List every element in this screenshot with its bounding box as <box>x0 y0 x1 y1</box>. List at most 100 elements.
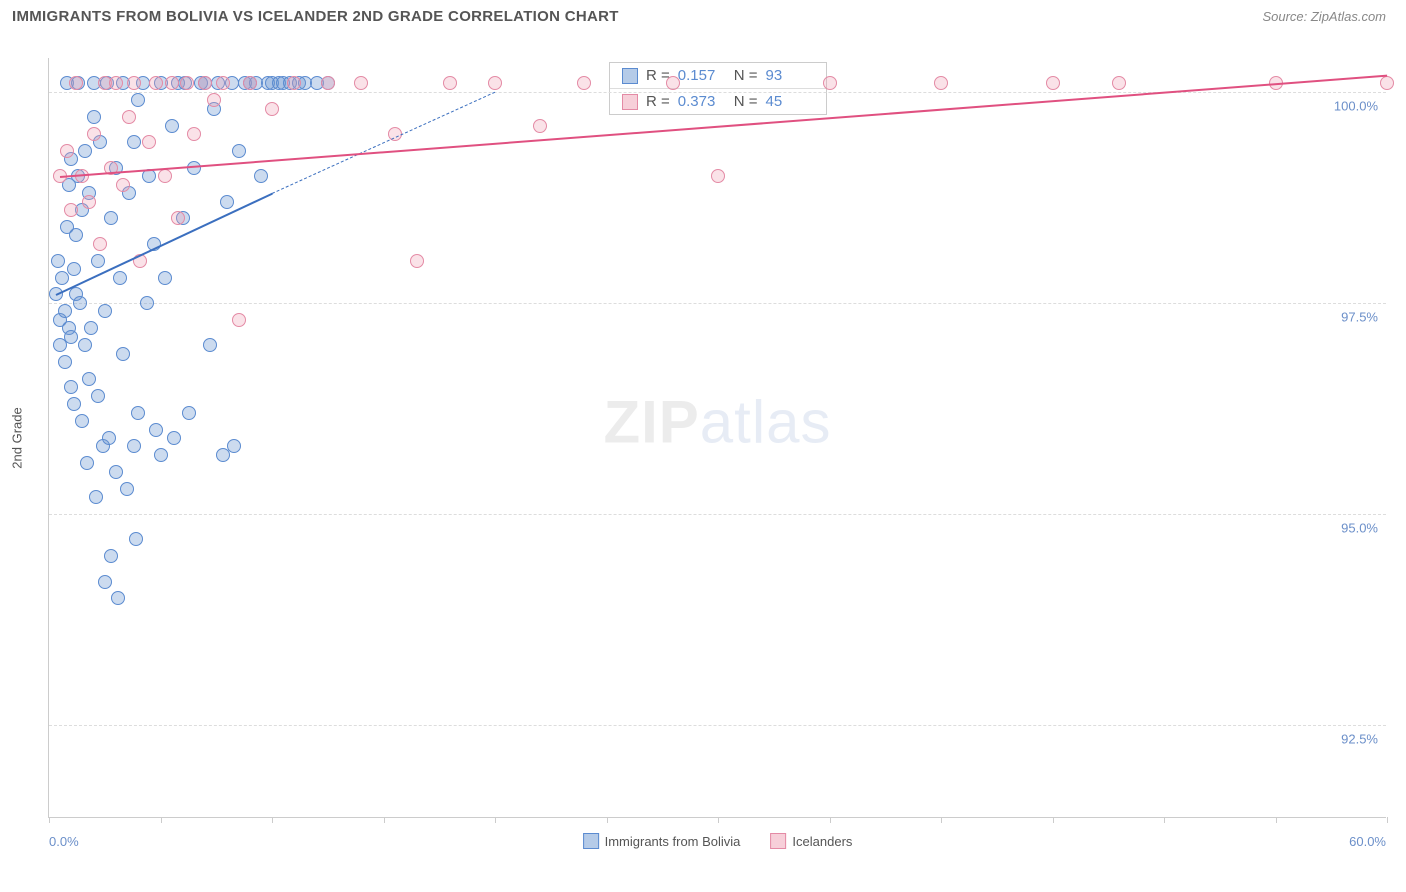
x-tick <box>161 817 162 823</box>
trend-line-extrapolated <box>272 92 495 194</box>
legend-swatch <box>622 94 638 110</box>
x-tick <box>272 817 273 823</box>
n-label: N = <box>734 93 758 110</box>
r-value: 0.373 <box>678 93 726 110</box>
data-point <box>109 465 123 479</box>
data-point <box>131 93 145 107</box>
data-point <box>154 448 168 462</box>
correlation-legend: R =0.157N =93R =0.373N =45 <box>609 62 827 115</box>
data-point <box>116 178 130 192</box>
chart-plot-area: 2nd Grade ZIPatlas 0.0% 60.0% R =0.157N … <box>48 58 1386 818</box>
data-point <box>216 76 230 90</box>
data-point <box>287 76 301 90</box>
series-legend: Immigrants from Bolivia Icelanders <box>583 833 853 849</box>
data-point <box>78 144 92 158</box>
x-tick <box>384 817 385 823</box>
data-point <box>122 110 136 124</box>
data-point <box>227 439 241 453</box>
data-point <box>158 271 172 285</box>
data-point <box>78 338 92 352</box>
data-point <box>82 372 96 386</box>
source-text: Source: ZipAtlas.com <box>1262 9 1386 24</box>
data-point <box>354 76 368 90</box>
data-point <box>98 304 112 318</box>
data-point <box>243 76 257 90</box>
data-point <box>232 144 246 158</box>
data-point <box>254 169 268 183</box>
x-tick <box>718 817 719 823</box>
data-point <box>131 406 145 420</box>
data-point <box>171 211 185 225</box>
data-point <box>182 406 196 420</box>
data-point <box>158 169 172 183</box>
r-label: R = <box>646 93 670 110</box>
data-point <box>142 135 156 149</box>
data-point <box>67 262 81 276</box>
x-tick <box>830 817 831 823</box>
x-tick <box>1387 817 1388 823</box>
legend-item-icelanders: Icelanders <box>770 833 852 849</box>
data-point <box>73 296 87 310</box>
legend-swatch-blue <box>583 833 599 849</box>
legend-label: Immigrants from Bolivia <box>605 834 741 849</box>
y-axis-title: 2nd Grade <box>10 407 25 468</box>
data-point <box>82 195 96 209</box>
n-value: 45 <box>766 93 814 110</box>
x-tick <box>1164 817 1165 823</box>
x-tick <box>1276 817 1277 823</box>
data-point <box>51 254 65 268</box>
data-point <box>69 228 83 242</box>
data-point <box>67 397 81 411</box>
x-tick <box>49 817 50 823</box>
y-tick-label: 95.0% <box>1341 521 1378 536</box>
data-point <box>69 76 83 90</box>
data-point <box>934 76 948 90</box>
data-point <box>91 389 105 403</box>
data-point <box>64 330 78 344</box>
gridline <box>49 514 1386 515</box>
data-point <box>167 431 181 445</box>
data-point <box>149 423 163 437</box>
n-label: N = <box>734 67 758 84</box>
data-point <box>104 211 118 225</box>
data-point <box>165 119 179 133</box>
data-point <box>58 304 72 318</box>
data-point <box>207 93 221 107</box>
data-point <box>80 456 94 470</box>
data-point <box>140 296 154 310</box>
data-point <box>75 414 89 428</box>
data-point <box>220 195 234 209</box>
gridline <box>49 725 1386 726</box>
y-tick-label: 100.0% <box>1334 98 1378 113</box>
data-point <box>129 532 143 546</box>
data-point <box>98 575 112 589</box>
data-point <box>1112 76 1126 90</box>
data-point <box>84 321 98 335</box>
data-point <box>410 254 424 268</box>
data-point <box>120 482 134 496</box>
data-point <box>116 347 130 361</box>
data-point <box>89 490 103 504</box>
data-point <box>91 254 105 268</box>
r-value: 0.157 <box>678 67 726 84</box>
y-tick-label: 97.5% <box>1341 309 1378 324</box>
watermark: ZIPatlas <box>603 388 831 457</box>
data-point <box>111 591 125 605</box>
x-tick <box>495 817 496 823</box>
n-value: 93 <box>766 67 814 84</box>
data-point <box>127 439 141 453</box>
legend-swatch <box>622 68 638 84</box>
data-point <box>93 237 107 251</box>
data-point <box>265 102 279 116</box>
data-point <box>321 76 335 90</box>
gridline <box>49 303 1386 304</box>
data-point <box>149 76 163 90</box>
legend-swatch-pink <box>770 833 786 849</box>
data-point <box>64 380 78 394</box>
data-point <box>180 76 194 90</box>
data-point <box>443 76 457 90</box>
x-axis-max-label: 60.0% <box>1349 834 1386 849</box>
data-point <box>165 76 179 90</box>
data-point <box>102 431 116 445</box>
data-point <box>87 127 101 141</box>
